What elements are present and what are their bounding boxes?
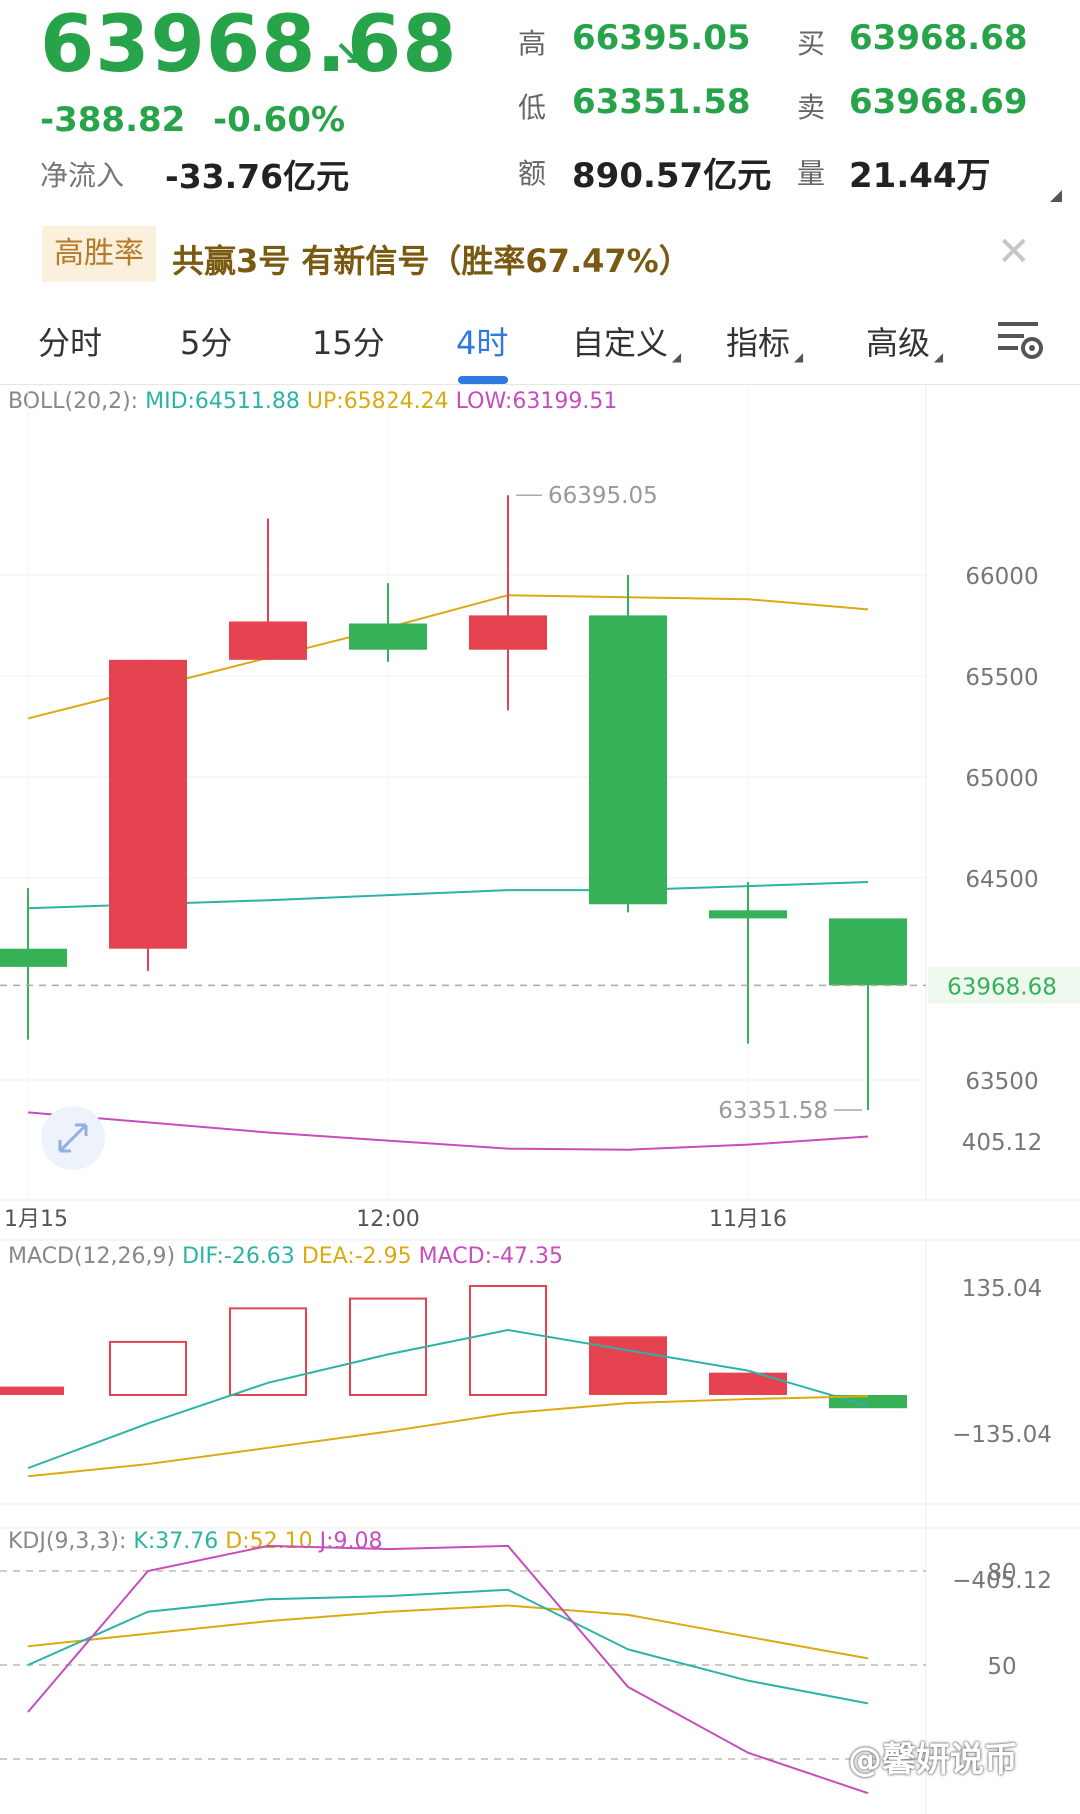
x-tick-label: 12:00 bbox=[356, 1207, 419, 1232]
x-tick-label: 1月15 bbox=[4, 1207, 68, 1232]
kdj-d-line bbox=[27, 1604, 869, 1660]
high-marker-label: 66395.05 bbox=[548, 483, 658, 509]
netflow-label: 净流入 bbox=[40, 159, 125, 192]
stat-label: 卖 bbox=[797, 91, 826, 124]
kdj-y-tick-label: 80 bbox=[987, 1560, 1016, 1586]
boll-low-line bbox=[27, 1111, 869, 1151]
kdj-k: K:37.76 bbox=[133, 1529, 219, 1554]
macd-bar bbox=[0, 1386, 64, 1395]
macd-y-tick-label: 405.12 bbox=[962, 1130, 1042, 1156]
candle bbox=[109, 659, 187, 949]
tab-label: 自定义 bbox=[572, 324, 669, 362]
last-price: 63968.68 bbox=[40, 0, 458, 90]
kdj-header: KDJ(9,3,3): K:37.76 D:52.10 J:9.08 bbox=[8, 1529, 382, 1554]
boll-mid: MID:64511.88 bbox=[145, 389, 300, 414]
tab-5[interactable]: 指标 ◢ bbox=[726, 318, 803, 364]
boll-name: BOLL(20,2): bbox=[8, 389, 139, 414]
macd-bar bbox=[829, 1395, 907, 1409]
candle bbox=[349, 623, 427, 650]
tab-2[interactable]: 15分 bbox=[312, 318, 385, 364]
y-tick-label: 65500 bbox=[965, 665, 1038, 691]
tab-label: 指标 bbox=[726, 324, 791, 362]
stat-label: 低 bbox=[518, 91, 547, 124]
candle bbox=[709, 910, 787, 919]
tab-3[interactable]: 4时 bbox=[456, 318, 508, 364]
signal-banner-text[interactable]: 共赢3号 有新信号（胜率67.47%） bbox=[172, 242, 691, 280]
macd-bar bbox=[349, 1297, 427, 1396]
macd-header: MACD(12,26,9) DIF:-26.63 DEA:-2.95 MACD:… bbox=[8, 1244, 563, 1269]
stat-label: 高 bbox=[518, 27, 547, 60]
macd-dif: DIF:-26.63 bbox=[182, 1244, 295, 1269]
last-price-tag-bg bbox=[928, 967, 1080, 1004]
down-arrow-icon: ↘ bbox=[334, 34, 363, 74]
kdj-j-line bbox=[27, 1544, 869, 1795]
candle bbox=[0, 948, 67, 967]
high-winrate-tag[interactable]: 高胜率 bbox=[42, 226, 156, 282]
tab-label: 15分 bbox=[312, 324, 385, 362]
stat-value: 63351.58 bbox=[572, 82, 751, 122]
tab-0[interactable]: 分时 bbox=[38, 318, 102, 364]
macd-bar bbox=[469, 1285, 547, 1396]
macd-name: MACD(12,26,9) bbox=[8, 1244, 176, 1269]
macd-dif-line bbox=[27, 1328, 869, 1470]
macd-bar bbox=[109, 1340, 187, 1397]
macd-y-tick-label: −405.12 bbox=[952, 1568, 1052, 1594]
tab-label: 高级 bbox=[866, 324, 931, 362]
tab-divider bbox=[0, 384, 1080, 385]
y-tick-label: 63500 bbox=[965, 1069, 1038, 1095]
stat-value: 63968.69 bbox=[849, 82, 1028, 122]
macd-bar bbox=[709, 1372, 787, 1395]
kdj-y-tick-label: 50 bbox=[987, 1654, 1016, 1680]
boll-header: BOLL(20,2): MID:64511.88 UP:65824.24 LOW… bbox=[8, 389, 617, 414]
stat-value: 63968.68 bbox=[849, 18, 1028, 58]
y-tick-label: 66000 bbox=[965, 564, 1038, 590]
tab-label: 5分 bbox=[180, 324, 233, 362]
macd-bar bbox=[229, 1307, 307, 1397]
price-change: -388.82 bbox=[40, 100, 186, 140]
x-tick-label: 11月16 bbox=[709, 1207, 787, 1232]
y-tick-label: 65000 bbox=[965, 766, 1038, 792]
tab-6[interactable]: 高级 ◢ bbox=[866, 318, 943, 364]
candle bbox=[829, 918, 907, 986]
stat-label: 买 bbox=[797, 27, 826, 60]
active-tab-indicator bbox=[458, 376, 508, 384]
tab-label: 分时 bbox=[38, 324, 103, 362]
y-tick-label: 64500 bbox=[965, 867, 1038, 893]
candle bbox=[229, 621, 307, 660]
dropdown-caret-icon: ◢ bbox=[930, 350, 944, 364]
macd-y-tick-label: −135.04 bbox=[952, 1422, 1052, 1448]
price-change-pct: -0.60% bbox=[213, 100, 346, 140]
tab-label: 4时 bbox=[456, 324, 509, 362]
macd-dea: DEA:-2.95 bbox=[301, 1244, 412, 1269]
watermark: @馨妍说币 bbox=[848, 1740, 1018, 1780]
candle bbox=[589, 615, 667, 905]
stat-value: 21.44万 bbox=[849, 156, 991, 196]
low-marker-label: 63351.58 bbox=[718, 1098, 828, 1124]
netflow-value: -33.76亿元 bbox=[165, 157, 350, 196]
kdj-d: D:52.10 bbox=[225, 1529, 313, 1554]
kdj-k-line bbox=[27, 1588, 869, 1705]
boll-up: UP:65824.24 bbox=[306, 389, 449, 414]
expand-stats-icon[interactable] bbox=[1050, 190, 1062, 202]
macd-dea-line bbox=[27, 1395, 869, 1478]
candle bbox=[469, 615, 547, 650]
stat-value: 890.57亿元 bbox=[572, 156, 772, 196]
expand-icon[interactable] bbox=[41, 1106, 105, 1170]
last-price-tag: 63968.68 bbox=[947, 974, 1057, 1000]
dropdown-caret-icon: ◢ bbox=[668, 350, 682, 364]
macd-y-tick-label: 135.04 bbox=[962, 1276, 1042, 1302]
stat-label: 量 bbox=[797, 157, 826, 190]
macd-macd: MACD:-47.35 bbox=[418, 1244, 563, 1269]
stat-label: 额 bbox=[518, 157, 547, 190]
chart-settings-icon[interactable] bbox=[996, 318, 1046, 362]
tab-1[interactable]: 5分 bbox=[180, 318, 232, 364]
kdj-name: KDJ(9,3,3): bbox=[8, 1529, 127, 1554]
stat-value: 66395.05 bbox=[572, 18, 751, 58]
kdj-j: J:9.08 bbox=[319, 1529, 383, 1554]
close-icon[interactable]: ✕ bbox=[997, 229, 1031, 275]
boll-low: LOW:63199.51 bbox=[455, 389, 618, 414]
tab-4[interactable]: 自定义 ◢ bbox=[572, 318, 681, 364]
dropdown-caret-icon: ◢ bbox=[790, 350, 804, 364]
